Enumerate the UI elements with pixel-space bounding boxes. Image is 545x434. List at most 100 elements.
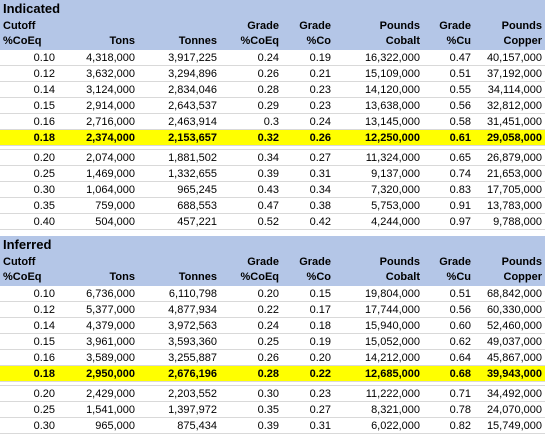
- table-cell: 0.42: [309, 216, 331, 228]
- indicated-header-col-6: Grade %Cu: [423, 18, 474, 50]
- table-row: 0.20 2,429,000 2,203,552 0.30 0.23 11,222,000…: [0, 386, 545, 402]
- table-cell: 0.51: [449, 68, 471, 80]
- table-cell: 0.61: [449, 132, 471, 144]
- table-cell: 4,318,000: [86, 52, 135, 64]
- inferred-header-text: Copper: [503, 271, 543, 283]
- table-cell: 21,653,000: [486, 168, 542, 180]
- table-cell: 0.12: [33, 304, 55, 316]
- table-cell: 0.25: [33, 404, 55, 416]
- table-cell: 3,632,000: [86, 68, 135, 80]
- table-row: 0.25 1,469,000 1,332,655 0.39 0.31 9,137,000 0…: [0, 166, 545, 182]
- table-cell: 0.30: [33, 184, 55, 196]
- table-cell: 37,192,000: [486, 68, 542, 80]
- table-cell: 32,812,000: [486, 100, 542, 112]
- indicated-header-col-3: Grade %CoEq: [220, 18, 282, 50]
- table-cell: 2,676,196: [168, 368, 217, 380]
- table-cell: 0.31: [309, 168, 331, 180]
- table-cell: 19,804,000: [364, 288, 420, 300]
- indicated-header-text: Grade: [247, 20, 279, 32]
- indicated-header-text: %CoEq: [3, 35, 42, 47]
- indicated-section: Indicated Cutoff %CoEq Tons Tonnes Grade %CoE…: [0, 0, 545, 230]
- table-cell: 0.71: [449, 388, 471, 400]
- table-cell: 2,374,000: [86, 132, 135, 144]
- indicated-title: Indicated: [0, 0, 545, 18]
- table-cell: 0.3: [263, 116, 279, 128]
- table-cell: 0.56: [449, 100, 471, 112]
- table-cell: 0.14: [33, 320, 55, 332]
- table-cell: 0.97: [449, 216, 471, 228]
- table-row: 0.10 4,318,000 3,917,225 0.24 0.19 16,322,000…: [0, 50, 545, 66]
- table-cell: 0.24: [257, 52, 279, 64]
- highlighted-table-row: 0.18 2,950,000 2,676,196 0.28 0.22 12,685,000…: [0, 366, 545, 382]
- indicated-header-text: Copper: [503, 35, 543, 47]
- table-cell: 2,153,657: [168, 132, 217, 144]
- indicated-header-text: Cobalt: [385, 35, 420, 47]
- table-cell: 0.19: [309, 336, 331, 348]
- indicated-rows: 0.10 4,318,000 3,917,225 0.24 0.19 16,322,000…: [0, 50, 545, 230]
- table-cell: 3,593,360: [168, 336, 217, 348]
- table-cell: 9,788,000: [493, 216, 542, 228]
- table-cell: 68,842,000: [486, 288, 542, 300]
- table-cell: 0.10: [33, 288, 55, 300]
- table-row: 0.16 2,716,000 2,463,914 0.3 0.24 13,145,000 0…: [0, 114, 545, 130]
- table-cell: 7,320,000: [371, 184, 420, 196]
- table-cell: 3,917,225: [168, 52, 217, 64]
- table-cell: 3,124,000: [86, 84, 135, 96]
- table-cell: 0.20: [309, 352, 331, 364]
- row-gap: [0, 382, 545, 386]
- table-row: 0.30 965,000 875,434 0.39 0.31 6,022,000 0.82 1…: [0, 418, 545, 434]
- table-cell: 0.51: [449, 288, 471, 300]
- table-row: 0.14 4,379,000 3,972,563 0.24 0.18 15,940,000…: [0, 318, 545, 334]
- table-cell: 13,145,000: [364, 116, 420, 128]
- indicated-header-text: Grade: [439, 20, 471, 32]
- table-row: 0.30 1,064,000 965,245 0.43 0.34 7,320,000 0.8…: [0, 182, 545, 198]
- table-cell: 9,137,000: [371, 168, 420, 180]
- table-cell: 0.28: [257, 84, 279, 96]
- table-cell: 3,961,000: [86, 336, 135, 348]
- table-cell: 2,716,000: [86, 116, 135, 128]
- table-cell: 965,000: [95, 420, 135, 432]
- inferred-header-text: Grade: [247, 256, 279, 268]
- table-cell: 0.22: [257, 304, 279, 316]
- table-cell: 759,000: [95, 200, 135, 212]
- inferred-header-col-0: Cutoff %CoEq: [0, 254, 58, 286]
- table-cell: 17,705,000: [486, 184, 542, 196]
- table-cell: 0.34: [257, 152, 279, 164]
- table-cell: 0.15: [33, 336, 55, 348]
- indicated-header-text: Tonnes: [178, 35, 217, 47]
- table-cell: 0.34: [309, 184, 331, 196]
- row-gap: [0, 146, 545, 150]
- inferred-header-col-5: Pounds Cobalt: [334, 254, 423, 286]
- table-row: 0.15 3,961,000 3,593,360 0.25 0.19 15,052,000…: [0, 334, 545, 350]
- indicated-header-text: %CoEq: [240, 35, 280, 47]
- table-cell: 0.20: [33, 388, 55, 400]
- table-cell: 12,685,000: [364, 368, 420, 380]
- inferred-rows: 0.10 6,736,000 6,110,798 0.20 0.15 19,804,000…: [0, 286, 545, 434]
- table-cell: 15,749,000: [486, 420, 542, 432]
- table-cell: 2,429,000: [86, 388, 135, 400]
- table-cell: 0.65: [449, 152, 471, 164]
- inferred-header-text: %CoEq: [240, 271, 280, 283]
- table-cell: 0.39: [257, 168, 279, 180]
- table-cell: 0.16: [33, 116, 55, 128]
- table-cell: 0.23: [309, 100, 331, 112]
- table-cell: 0.68: [449, 368, 471, 380]
- inferred-header-col-6: Grade %Cu: [423, 254, 474, 286]
- table-cell: 5,377,000: [86, 304, 135, 316]
- table-cell: 0.56: [449, 304, 471, 316]
- table-cell: 16,322,000: [364, 52, 420, 64]
- table-cell: 3,589,000: [86, 352, 135, 364]
- table-cell: 504,000: [95, 216, 135, 228]
- inferred-header-text: Grade: [299, 256, 331, 268]
- table-cell: 0.55: [449, 84, 471, 96]
- table-cell: 4,877,934: [168, 304, 217, 316]
- table-cell: 6,022,000: [371, 420, 420, 432]
- table-cell: 14,120,000: [364, 84, 420, 96]
- table-row: 0.20 2,074,000 1,881,502 0.34 0.27 11,324,000…: [0, 150, 545, 166]
- table-cell: 2,914,000: [86, 100, 135, 112]
- inferred-header-text: %CoEq: [3, 271, 42, 283]
- table-cell: 6,736,000: [86, 288, 135, 300]
- table-cell: 4,244,000: [371, 216, 420, 228]
- table-cell: 24,070,000: [486, 404, 542, 416]
- inferred-header-col-3: Grade %CoEq: [220, 254, 282, 286]
